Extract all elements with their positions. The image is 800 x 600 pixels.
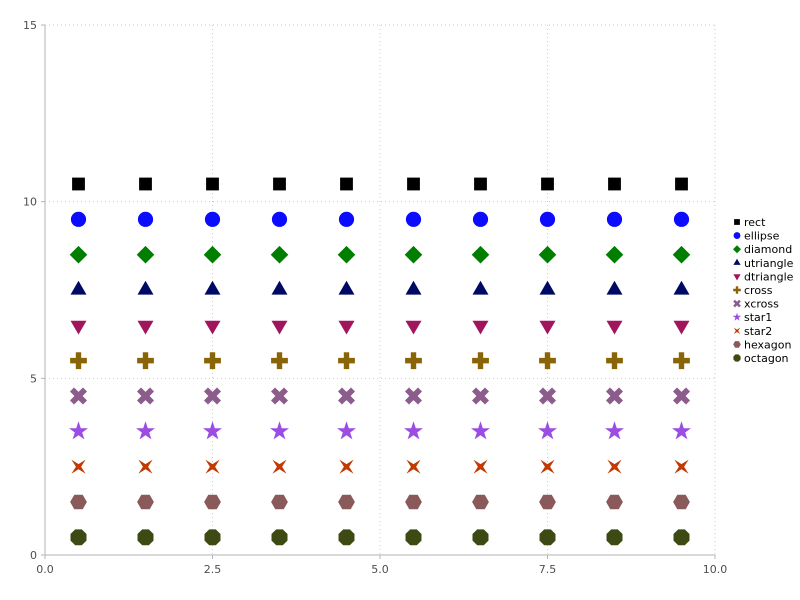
series-dtriangle <box>70 320 690 335</box>
legend-item-utriangle: utriangle <box>733 257 794 270</box>
y-tick-label: 5 <box>30 372 37 385</box>
series-ellipse <box>70 211 690 227</box>
legend-label: star2 <box>744 325 772 338</box>
series-star1 <box>69 421 691 440</box>
legend-label: hexagon <box>744 338 792 351</box>
legend-label: dtriangle <box>744 270 794 283</box>
series-cross <box>70 352 690 370</box>
series-octagon <box>70 529 690 546</box>
legend-item-star1: star1 <box>732 311 772 324</box>
legend-item-hexagon: hexagon <box>733 338 792 351</box>
y-tick-label: 0 <box>30 549 37 562</box>
series-diamond <box>69 245 691 264</box>
legend-label: ellipse <box>744 230 780 243</box>
legend-item-star2: star2 <box>733 325 772 338</box>
x-tick-label: 0.0 <box>36 563 54 576</box>
legend: rectellipsediamondutriangledtrianglecros… <box>732 216 794 365</box>
series-hexagon <box>70 494 690 510</box>
legend-item-ellipse: ellipse <box>733 230 780 243</box>
legend-label: utriangle <box>744 257 794 270</box>
y-tick-label: 10 <box>23 196 37 209</box>
legend-label: xcross <box>744 298 779 311</box>
series-xcross <box>70 387 690 405</box>
legend-label: rect <box>744 216 766 229</box>
series-utriangle <box>70 280 690 295</box>
legend-item-octagon: octagon <box>733 352 789 365</box>
legend-label: octagon <box>744 352 789 365</box>
legend-item-dtriangle: dtriangle <box>733 270 794 283</box>
x-tick-label: 10.0 <box>703 563 728 576</box>
legend-item-cross: cross <box>733 284 773 297</box>
legend-item-diamond: diamond <box>733 243 792 256</box>
legend-item-xcross: xcross <box>733 298 779 311</box>
x-tick-label: 5.0 <box>371 563 389 576</box>
axes: 0.0 2.5 5.0 7.5 10.0 0 5 10 15 <box>23 19 727 576</box>
legend-label: diamond <box>744 243 792 256</box>
y-tick-label: 15 <box>23 19 37 32</box>
x-tick-label: 7.5 <box>539 563 557 576</box>
series-star2 <box>71 459 689 474</box>
x-tick-label: 2.5 <box>204 563 222 576</box>
legend-item-rect: rect <box>734 216 766 229</box>
legend-label: cross <box>744 284 773 297</box>
series-rect <box>72 177 688 191</box>
legend-label: star1 <box>744 311 772 324</box>
